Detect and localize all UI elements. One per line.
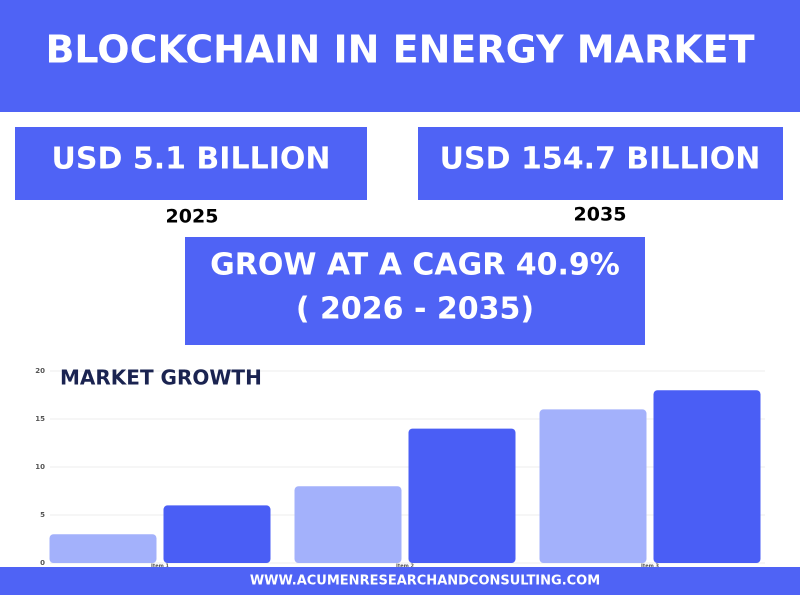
bar: [163, 505, 271, 563]
cagr-period: ( 2026 - 2035): [296, 292, 534, 327]
footer-band: [0, 567, 800, 595]
stat-box: [418, 127, 783, 200]
header-band: [0, 0, 800, 112]
chart-title: MARKET GROWTH: [60, 366, 262, 390]
y-tick-label: 0: [40, 559, 45, 567]
footer-url: WWW.ACUMENRESEARCHANDCONSULTING.COM: [250, 574, 600, 589]
cagr-text: GROW AT A CAGR 40.9%: [210, 248, 620, 283]
y-tick-label: 10: [35, 463, 45, 471]
stat-year: 2035: [574, 204, 627, 226]
y-tick-label: 5: [40, 511, 45, 519]
bar-chart: MARKET GROWTH 0 5 10 15 20 Item 1 Item 2 Item 3: [35, 366, 765, 570]
stat-box: [15, 127, 367, 200]
stat-year: 2025: [166, 206, 219, 228]
x-tick-label: Item 3: [641, 564, 660, 570]
y-tick-label: 20: [35, 367, 45, 375]
bar: [653, 390, 761, 563]
bar: [539, 409, 647, 563]
bar: [294, 486, 402, 563]
stat-value: USD 5.1 BILLION: [52, 142, 331, 177]
y-tick-label: 15: [35, 415, 45, 423]
x-tick-label: Item 1: [151, 564, 170, 570]
cagr-box: [185, 237, 645, 345]
bar: [49, 534, 157, 563]
header-title: BLOCKCHAIN IN ENERGY MARKET: [45, 28, 754, 72]
x-tick-label: Item 2: [396, 564, 415, 570]
bar: [408, 428, 516, 563]
stat-value: USD 154.7 BILLION: [440, 142, 761, 177]
